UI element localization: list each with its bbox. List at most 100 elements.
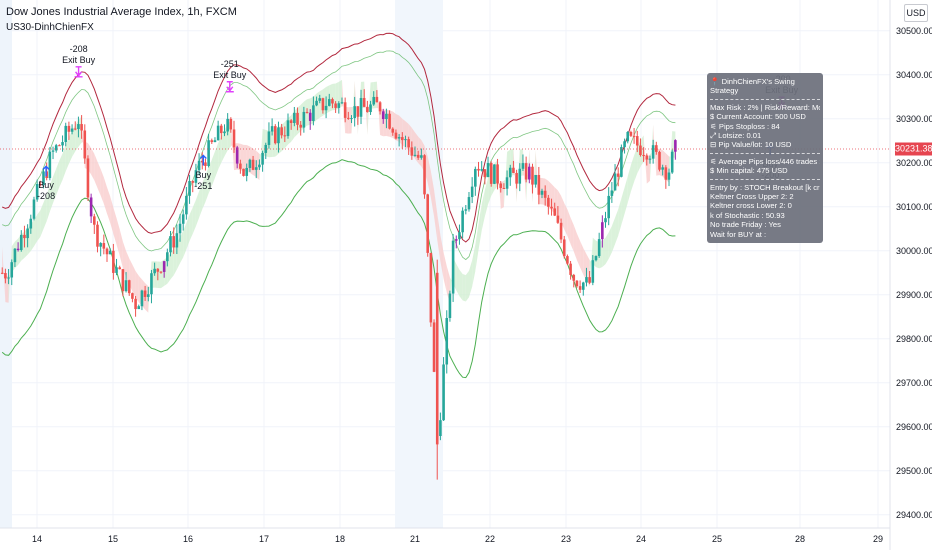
band-fill-segment [602,237,606,268]
band-fill-segment [481,189,485,231]
candle-body [429,252,433,323]
band-fill-segment [335,81,339,110]
candle-body [464,209,468,211]
x-tick-label: 18 [334,534,346,544]
candle-body [362,98,366,107]
candle-body [10,262,14,278]
band-fill-segment [567,209,571,245]
candle-body [594,256,598,261]
candle-body [508,167,512,178]
band-fill-segment [418,136,422,167]
band-fill-segment [542,177,546,206]
band-fill-segment [468,260,473,298]
candle-body [400,137,404,141]
band-fill-segment [643,135,647,184]
candle-body [353,106,356,119]
band-fill-segment [402,118,406,148]
candle-body [410,147,414,156]
band-fill-segment [611,217,616,253]
annotation-line1: -251 [220,58,239,69]
x-tick-label: 17 [258,534,270,544]
exit-arrow-icon [225,81,234,93]
band-fill-segment [522,149,527,203]
candle-body [416,154,420,158]
band-fill-segment [126,250,130,285]
band-fill-segment [529,149,533,203]
candle-body [559,222,563,240]
band-fill-segment [561,195,565,230]
band-fill-segment [580,240,584,275]
candle-body [350,118,353,120]
candle-body [448,293,452,318]
candle-body [642,155,645,157]
exit-buy-label: -208 Exit Buy [62,44,95,66]
candle-body [496,164,499,184]
band-fill-segment [516,149,520,203]
candle-body [639,145,642,156]
band-fill-segment [456,263,460,297]
candle-body [474,168,477,187]
candle-body [324,105,328,111]
band-fill-segment [78,116,82,147]
candle-body [169,236,172,253]
candle-body [283,135,287,137]
candle-body [121,269,125,292]
candle-body [286,120,290,137]
candle-body [153,268,156,274]
candle-body [635,136,639,146]
band-fill-segment [532,150,536,203]
band-fill-segment [640,135,644,167]
candle-body [39,183,42,185]
candle-body [61,142,64,146]
candle-body [308,112,312,121]
candle-body [327,99,331,106]
x-tick-label: 16 [182,534,194,544]
band-fill-segment [256,150,260,181]
annotation-line1: Buy [38,180,54,191]
info-line: Wait for BUY at : [710,229,767,239]
band-fill-segment [214,143,219,178]
candle-body [207,140,210,166]
candle-body [648,158,652,160]
band-fill-segment [53,168,57,204]
candle-body [277,127,280,144]
band-fill-segment [615,209,619,245]
candle-body [334,103,337,108]
annotation-line1: Buy [195,169,212,180]
band-fill-segment [443,252,447,293]
band-fill-segment [646,154,650,184]
candle-body [534,174,537,185]
buy-label: Buy -208 [37,180,55,202]
buy-arrow-icon [199,154,207,166]
band-fill-segment [221,129,225,163]
candle-body [226,118,229,132]
candle-body [13,248,17,263]
band-fill-segment [357,81,362,135]
candle-body [420,155,423,158]
candle-body [439,420,442,437]
candle-body [486,163,490,178]
band-fill-segment [605,232,609,265]
candle-body [562,239,566,257]
candle-body [77,124,80,130]
y-tick-label: 30300.00 [896,113,932,124]
x-tick-label: 28 [794,534,806,544]
band-fill-segment [183,223,187,258]
chart-title: Dow Jones Industrial Average Index, 1h, … [6,6,237,18]
x-tick-label: 21 [409,534,421,544]
candle-body [461,210,464,233]
band-fill-segment [211,151,215,187]
candle-body [674,140,677,152]
candle-body [220,125,223,134]
candle-body [458,232,461,240]
indicator-label[interactable]: US30-DinhChienFX [6,22,94,33]
candle-body [404,139,407,141]
candle-body [521,163,525,169]
candle-body [172,236,175,248]
band-fill-segment [186,214,190,250]
candle-body [381,111,385,120]
currency-button[interactable]: USD [904,4,928,22]
info-line: ⤢ Lotsize: 0.01 [710,131,762,141]
band-fill-segment [173,243,177,276]
